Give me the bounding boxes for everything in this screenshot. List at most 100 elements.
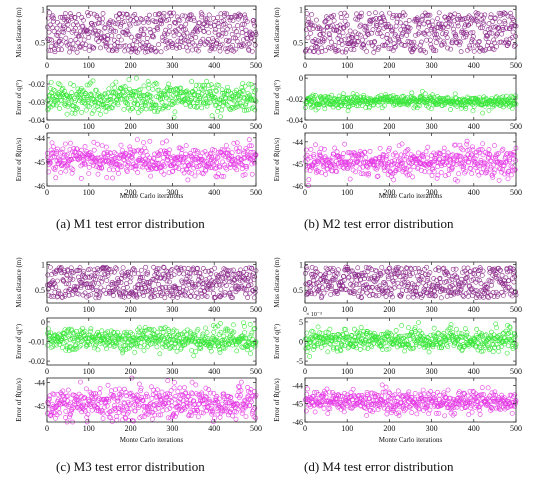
data-point <box>425 144 431 150</box>
data-point <box>182 385 187 391</box>
data-point <box>234 167 240 173</box>
data-point <box>359 97 364 103</box>
data-point <box>155 12 161 18</box>
data-point <box>191 15 197 21</box>
data-point <box>116 386 122 392</box>
data-point <box>357 288 363 294</box>
data-point <box>240 172 246 178</box>
data-point <box>469 39 475 45</box>
data-point <box>345 33 351 39</box>
y-tick-label: 0.5 <box>35 286 45 295</box>
data-point <box>387 38 393 44</box>
data-point <box>76 12 82 17</box>
data-point <box>83 161 88 167</box>
data-point <box>354 11 359 17</box>
data-point <box>154 81 160 87</box>
data-point <box>116 171 121 176</box>
data-point <box>424 155 430 161</box>
data-point <box>170 168 176 174</box>
data-point <box>69 29 75 35</box>
data-point <box>93 28 98 34</box>
data-point <box>223 31 229 36</box>
data-point <box>77 95 83 101</box>
data-point <box>468 30 474 36</box>
data-point <box>335 99 340 105</box>
data-point <box>63 40 69 46</box>
data-point <box>183 143 189 149</box>
data-point <box>76 33 82 39</box>
data-point <box>70 41 76 47</box>
data-point <box>232 161 238 167</box>
series-markers <box>45 137 259 183</box>
data-point <box>99 165 105 171</box>
data-point <box>182 289 188 295</box>
data-point <box>438 170 444 175</box>
data-point <box>325 94 331 100</box>
data-point <box>205 155 211 161</box>
data-point <box>159 21 164 27</box>
data-point <box>182 163 188 169</box>
data-point <box>248 399 254 405</box>
data-point <box>172 100 177 106</box>
data-point <box>430 22 436 28</box>
y-tick-label: 0.5 <box>293 38 303 47</box>
data-point <box>182 155 187 161</box>
data-point <box>210 85 216 91</box>
data-point <box>161 162 167 168</box>
series-markers <box>45 375 259 425</box>
data-point <box>169 169 175 174</box>
data-point <box>239 30 245 36</box>
data-point <box>200 36 206 42</box>
data-point <box>68 11 73 17</box>
data-point <box>193 82 199 88</box>
data-point <box>96 165 102 170</box>
data-point <box>131 89 137 95</box>
data-point <box>228 164 233 170</box>
x-tick-label: 200 <box>125 188 137 197</box>
data-point <box>147 138 153 144</box>
data-point <box>481 48 487 54</box>
data-point <box>103 159 109 165</box>
data-point <box>252 23 258 29</box>
data-point <box>464 138 470 144</box>
data-point <box>204 78 210 84</box>
data-point <box>342 18 348 24</box>
y-tick-label: -44 <box>34 379 45 388</box>
data-point <box>110 90 116 96</box>
data-point <box>399 31 405 37</box>
data-point <box>74 49 80 55</box>
data-point <box>249 171 255 177</box>
data-point <box>94 158 100 164</box>
data-point <box>223 46 228 52</box>
data-point <box>369 17 375 23</box>
data-point <box>312 37 318 43</box>
data-point <box>212 95 218 101</box>
data-point <box>135 170 141 175</box>
data-point <box>92 100 98 105</box>
data-point <box>131 418 136 424</box>
data-point <box>413 32 418 38</box>
data-point <box>185 92 191 98</box>
data-point <box>60 85 66 91</box>
data-point <box>95 141 100 147</box>
data-point <box>207 154 212 160</box>
data-point <box>208 165 213 171</box>
data-point <box>321 38 327 44</box>
data-point <box>480 141 486 147</box>
data-point <box>134 137 140 143</box>
x-tick-label: 300 <box>166 122 178 131</box>
data-point <box>451 18 457 24</box>
data-point <box>213 153 218 159</box>
data-point <box>449 22 454 28</box>
data-point <box>218 320 223 326</box>
data-point <box>367 21 373 27</box>
data-point <box>90 22 95 28</box>
data-point <box>170 41 176 46</box>
data-point <box>308 30 313 36</box>
data-point <box>366 11 372 16</box>
data-point <box>217 48 223 54</box>
data-point <box>246 137 252 143</box>
data-point <box>187 100 192 106</box>
data-point <box>215 155 221 161</box>
